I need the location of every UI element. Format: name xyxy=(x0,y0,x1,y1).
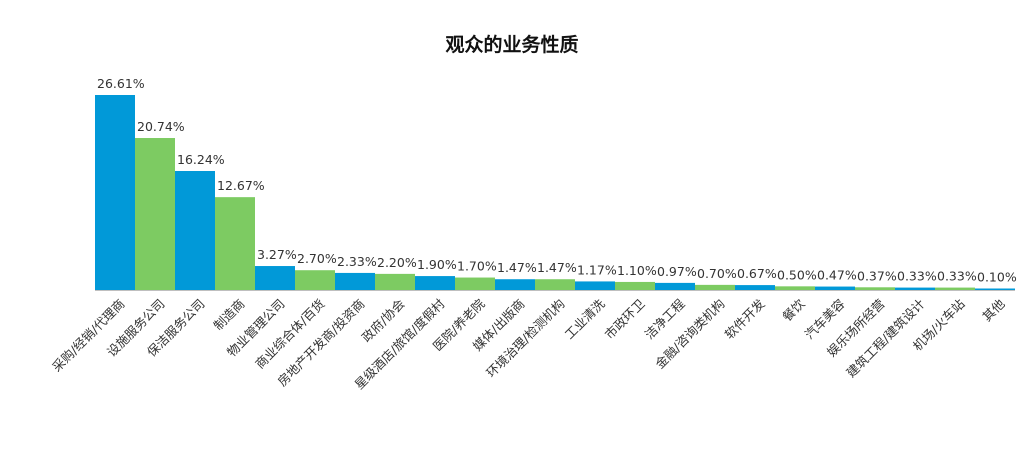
data-label: 3.27% xyxy=(257,247,297,262)
data-label: 0.97% xyxy=(657,264,697,279)
data-label: 0.37% xyxy=(857,268,897,283)
data-label: 0.33% xyxy=(937,269,977,284)
data-label: 0.10% xyxy=(977,270,1017,285)
bar xyxy=(575,281,615,290)
bar xyxy=(695,284,735,290)
bar xyxy=(535,279,575,290)
bar xyxy=(895,287,935,290)
category-label: 其他 xyxy=(979,296,1008,325)
data-label: 2.33% xyxy=(337,254,377,269)
data-label: 16.24% xyxy=(177,152,225,167)
data-label: 1.47% xyxy=(537,260,577,275)
data-label: 0.33% xyxy=(897,269,937,284)
data-label: 1.17% xyxy=(577,262,617,277)
category-label: 软件开发 xyxy=(722,296,768,342)
bar xyxy=(415,276,455,290)
data-label: 0.50% xyxy=(777,267,817,282)
data-label: 20.74% xyxy=(137,119,185,134)
bar xyxy=(655,282,695,290)
bar xyxy=(215,197,255,290)
bar xyxy=(735,285,775,290)
data-label: 1.10% xyxy=(617,263,657,278)
category-label: 制造商 xyxy=(210,296,247,333)
data-label: 2.70% xyxy=(297,251,337,266)
bar xyxy=(335,272,375,290)
data-label: 0.70% xyxy=(697,266,737,281)
category-label: 餐饮 xyxy=(779,296,808,325)
bar xyxy=(295,270,335,290)
bar xyxy=(95,95,135,290)
bar xyxy=(175,170,215,290)
chart-title: 观众的业务性质 xyxy=(445,34,579,56)
bar xyxy=(455,277,495,290)
data-labels-layer: 26.61% 20.74% 16.24% 12.67% 3.27% 2.70% 2.33% 2… xyxy=(97,76,1017,285)
bar xyxy=(815,286,855,290)
bar xyxy=(375,273,415,290)
bar xyxy=(615,281,655,290)
category-label: 金融/咨询类机构 xyxy=(652,296,727,371)
bar xyxy=(935,287,975,290)
category-label: 采购/经销/代理商 xyxy=(49,296,127,374)
data-label: 1.70% xyxy=(457,259,497,274)
data-label: 1.47% xyxy=(497,260,537,275)
category-label: 市政环卫 xyxy=(602,296,648,342)
data-label: 0.67% xyxy=(737,266,777,281)
bar xyxy=(255,266,295,290)
data-label: 26.61% xyxy=(97,76,145,91)
category-label: 商业综合体/百货 xyxy=(252,296,327,371)
data-label: 0.47% xyxy=(817,268,857,283)
bar xyxy=(135,138,175,290)
bar xyxy=(495,279,535,290)
data-label: 2.20% xyxy=(377,255,417,270)
bar xyxy=(975,288,1015,290)
bars-layer xyxy=(95,95,1015,290)
data-label: 12.67% xyxy=(217,178,265,193)
bar xyxy=(855,287,895,290)
data-label: 1.90% xyxy=(417,257,457,272)
category-label: 工业清洗 xyxy=(562,296,608,342)
bar xyxy=(775,286,815,290)
